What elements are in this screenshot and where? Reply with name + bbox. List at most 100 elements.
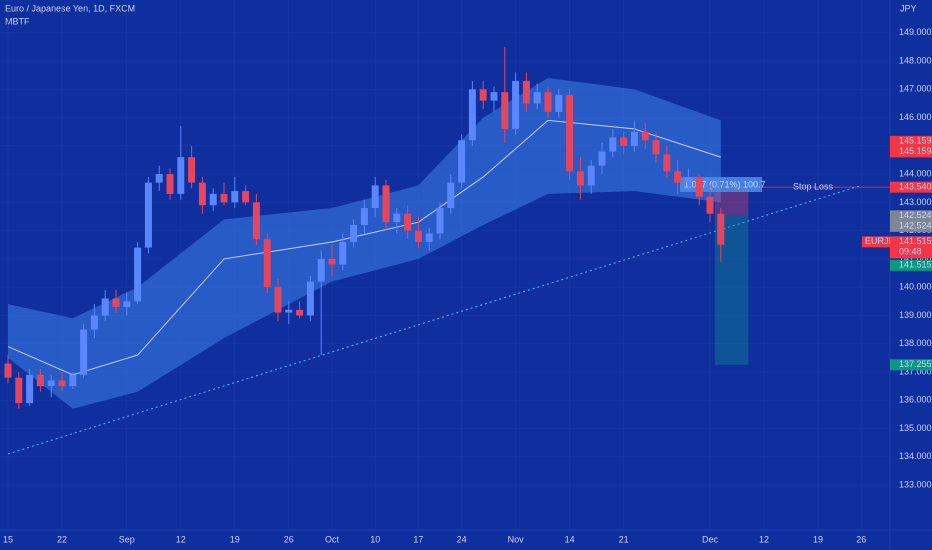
x-tick-label: 21 [619,534,629,544]
x-tick-label: 10 [370,534,380,544]
candle-body [393,213,401,223]
band-area [8,78,721,409]
candle-body [522,80,530,104]
candle-body [112,298,120,307]
candle-body [663,154,671,172]
candle-body [317,258,325,282]
price-tag [890,259,932,271]
x-tick-label: 14 [565,534,575,544]
info-label: 1.017 (0.71%) 100.7 [684,179,766,189]
candle-body [177,157,185,194]
candle-body [458,140,466,183]
candle-body [47,380,55,387]
candle-body [274,287,282,313]
candle-body [512,80,520,129]
candle-body [706,196,714,214]
candle-body [285,309,293,313]
price-tag [890,210,932,222]
price-tag [890,236,932,259]
candle-body [436,208,444,234]
price-tag-label: 143.540 [899,182,932,192]
x-tick-label: Sep [119,534,135,544]
candle-body [414,230,422,242]
x-tick-label: Oct [325,534,340,544]
x-tick-label: 12 [176,534,186,544]
candle-body [252,202,260,240]
candle-body [263,239,271,288]
price-tag [890,220,932,232]
x-tick-label: 22 [57,534,67,544]
y-tick-label: 139.000 [899,310,932,320]
candle-body [209,193,217,206]
candle-body [36,374,44,387]
candle-body [652,140,660,155]
x-tick-label: 26 [856,534,866,544]
price-tag [890,181,932,193]
candle-body [630,131,638,146]
candle-body [101,298,109,316]
candle-body [296,309,304,316]
candle-body [620,137,628,146]
candle-body [306,281,314,316]
price-tag-label: 141.515 [899,260,932,270]
candle-body [188,157,196,183]
candle-body [328,258,336,265]
price-tag-label: 145.159 [899,136,932,146]
candle-body [339,241,347,265]
chart-title: Euro / Japanese Yen, 1D, FXCM [5,3,135,13]
candle-body [490,92,498,101]
candle-body [231,191,239,203]
candle-body [501,92,509,129]
price-tag-label: 145.159 [899,146,932,156]
candle-body [717,213,725,245]
price-tag [890,359,932,371]
price-tag-label: 137.255 [899,359,932,369]
x-tick-label: 24 [457,534,467,544]
candle-body [90,315,98,330]
indicator-name: MBTF [5,16,30,26]
candle-body [220,193,228,203]
candle-body [371,185,379,209]
candle-body [15,377,23,404]
candle-body [576,171,584,186]
candle-body [684,176,692,183]
candle-body [566,94,574,172]
price-tag [890,146,932,158]
x-tick-label: 26 [284,534,294,544]
candle-body [80,329,88,375]
candle-body [382,185,390,223]
x-tick-label: Dec [702,534,719,544]
x-tick-label: Nov [508,534,525,544]
x-tick-label: 12 [759,534,769,544]
candle-body [166,174,174,194]
currency: JPY [900,3,917,13]
candle-body [468,89,476,141]
candle-body [479,89,487,101]
candle-body [598,151,606,166]
x-tick-label: 15 [3,534,13,544]
candle-body [641,131,649,141]
x-tick-label: 19 [813,534,823,544]
candle-body [350,225,358,242]
candle-body [609,137,617,152]
candle-body [242,191,250,203]
candle-body [134,247,142,302]
candle-body [144,182,152,248]
candle-body [4,363,12,378]
y-tick-label: 144.000 [899,168,932,178]
candle-body [447,182,455,209]
price-tag [862,236,890,248]
candle-body [587,165,595,186]
candle-body [155,174,163,183]
y-tick-label: 148.000 [899,55,932,65]
tag-time: 09:48 [899,247,922,257]
y-tick-label: 138.000 [899,338,932,348]
y-tick-label: 137.000 [899,366,932,376]
candle-body [674,171,682,183]
y-tick-label: 143.000 [899,197,932,207]
candle-body [26,374,34,404]
y-tick-label: 134.000 [899,451,932,461]
candle-body [533,92,541,104]
band-middle [7,119,721,376]
